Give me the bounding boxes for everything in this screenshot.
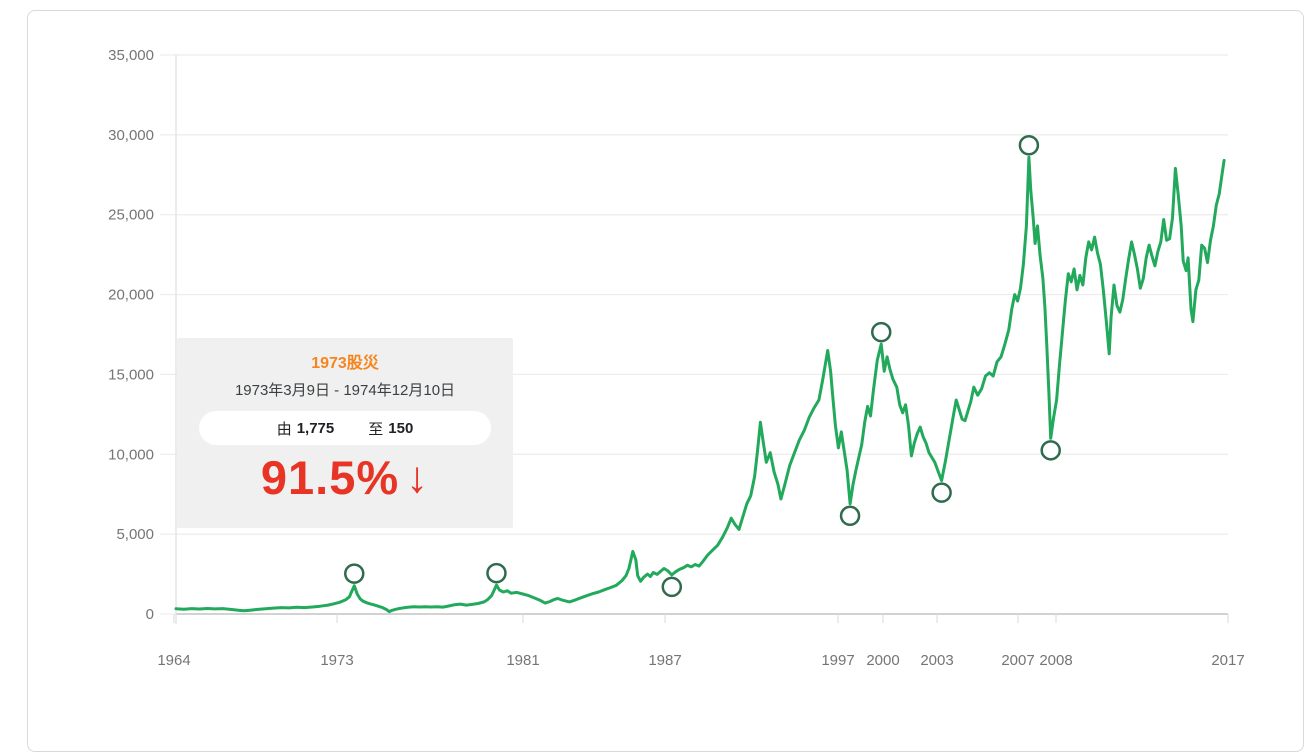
event-marker-2008[interactable]	[1040, 440, 1061, 461]
event-marker-2003[interactable]	[931, 482, 952, 503]
event-marker-1987[interactable]	[661, 576, 683, 598]
tooltip-range-pill: 由 1,775 至 150	[199, 411, 491, 445]
index-line-chart: 0 5,000 10,000 15,000 20,000 25,000 30,000 35,0…	[108, 47, 1245, 669]
chart-card: 0 5,000 10,000 15,000 20,000 25,000 30,000 35,0…	[27, 10, 1304, 752]
x-axis-label: 2017	[1211, 652, 1244, 669]
x-axis-label: 1981	[506, 652, 539, 669]
from-value: 1,775	[296, 419, 335, 437]
event-marker-1973[interactable]	[344, 563, 365, 584]
y-axis-label: 20,000	[108, 287, 154, 304]
down-arrow-icon: ↓	[406, 452, 430, 502]
tooltip-title: 1973股災	[311, 355, 379, 372]
from-label: 由	[276, 420, 292, 438]
x-axis-label: 1973	[320, 652, 353, 669]
change-percent: 91.5%	[260, 451, 400, 504]
event-marker-1981[interactable]	[486, 562, 507, 584]
tooltip-change: 91.5% ↓	[177, 454, 513, 501]
screen: { "tooltip": { "title": "1973股災", "date_…	[27, 10, 1304, 752]
event-marker-2007[interactable]	[1018, 134, 1040, 156]
x-axis-label: 2008	[1039, 652, 1072, 669]
y-axis-label: 0	[146, 606, 154, 623]
x-axis-label: 2003	[920, 652, 953, 669]
tooltip-date-range: 1973年3月9日 - 1974年12月10日	[234, 382, 456, 399]
y-axis-label: 35,000	[108, 47, 154, 64]
y-axis-label: 15,000	[108, 366, 154, 383]
crash-tooltip: 1973股災 1973年3月9日 - 1974年12月10日 由 1,775 至 15…	[177, 338, 513, 528]
y-axis-label: 10,000	[108, 446, 154, 463]
event-marker-2000[interactable]	[870, 321, 892, 343]
event-marker-1997[interactable]	[839, 505, 861, 527]
to-value: 150	[388, 419, 414, 437]
x-axis-label: 1997	[821, 652, 854, 669]
x-axis-label: 2000	[866, 652, 899, 669]
y-axis-label: 25,000	[108, 207, 154, 224]
y-axis-label: 30,000	[108, 127, 154, 144]
price-line	[174, 155, 1226, 614]
to-label: 至	[368, 420, 384, 438]
x-axis-label: 2007	[1001, 652, 1034, 669]
y-axis-label: 5,000	[116, 526, 154, 543]
x-axis-label: 1987	[648, 652, 681, 669]
x-axis-label: 1964	[157, 652, 190, 669]
